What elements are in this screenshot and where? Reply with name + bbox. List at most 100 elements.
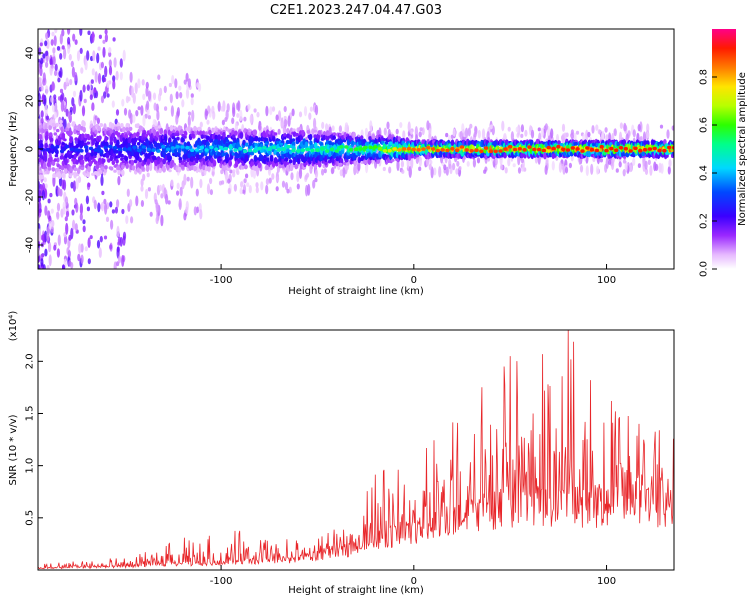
snr-plot-area [38,330,674,570]
spectrogram-cell [624,160,628,172]
spectrogram-cell [399,122,403,128]
spectrogram-cell [452,162,456,171]
spectrogram-cell [144,133,149,137]
spectrogram-y-label: Frequency (Hz) [8,111,19,187]
spectrogram-cell [628,164,633,173]
spectrogram-peak-cell [565,148,571,152]
spectrogram-peak-cell [50,145,55,149]
spectrogram-cell [84,59,88,71]
spectrogram-cell [313,129,318,133]
spectrogram-cell [109,244,113,250]
y-tick-label: 1.5 [25,406,36,422]
spectrogram-cell [504,167,508,174]
y-tick-label: -20 [25,189,36,205]
spectrogram-peak-cell [527,145,532,149]
spectrogram-cell [445,166,449,176]
spectrogram-cell [97,73,102,85]
spectrogram-cell [90,152,94,157]
spectrogram-cell [253,108,257,113]
spectrogram-cell [46,232,50,242]
spectrogram-cell [137,106,141,111]
spectrogram-cell [97,202,101,213]
spectrogram-cell [42,264,46,269]
spectrogram-cell [204,131,209,136]
spectrogram-peak-cell [532,147,537,152]
spectrogram-cell [237,100,241,112]
spectrogram-cell [197,126,202,132]
spectrogram-cell [104,65,108,78]
spectrogram-cell [38,190,42,201]
spectrogram-peak-cell [493,149,498,154]
spectrogram-cell [70,181,74,189]
spectrogram-cell [291,145,296,149]
spectrogram-cell [65,210,70,218]
spectrogram-cell [241,189,246,194]
spectrogram-cell [50,64,54,69]
spectrogram-cell [224,169,228,180]
spectrogram-peak-cell [161,144,166,149]
spectrogram-peak-cell [93,148,99,152]
spectrogram-peak-cell [151,148,156,152]
spectrogram-cell [545,157,549,164]
spectrogram-cell [38,47,42,56]
spectrogram-cell [67,29,71,35]
spectrogram-cell [69,136,73,144]
y-tick-label: 2.0 [25,353,36,369]
spectrogram-cell [163,136,168,142]
spectrogram-cell [103,235,108,240]
spectrogram-cell [94,71,98,83]
spectrogram-cell [144,153,148,157]
spectrogram-cell [62,179,67,191]
spectrogram-cell [51,81,55,91]
spectrogram-peak-cell [667,145,672,150]
spectrogram-cell [338,162,343,166]
spectrogram-cell [512,163,516,168]
spectrogram-cell [287,115,291,127]
spectrogram-cell [136,142,141,146]
spectrogram-peak-cell [310,148,315,153]
spectrogram-cell [116,199,120,208]
spectrogram-cell [90,79,94,84]
spectrogram-cell [353,165,357,176]
spectrogram-cell [59,67,63,79]
spectrogram-cell [623,124,627,132]
spectrogram-cell [108,65,113,76]
spectrogram-peak-cell [112,145,118,150]
spectrogram-cell [94,115,98,121]
spectrogram-cell [402,130,406,141]
spectrogram-cell [618,161,622,168]
spectrogram-cell [43,155,48,161]
spectrogram-cell [185,72,189,82]
spectrogram-cell [338,125,342,133]
spectrogram-cell [113,136,117,144]
spectrogram-cell [112,37,116,42]
spectrogram-cell [72,164,76,168]
spectrogram-peak-cell [223,146,229,151]
spectrogram-cell [125,127,129,132]
spectrogram-cell [48,254,52,267]
spectrogram-cell [102,158,106,163]
spectrogram-cell [644,160,648,170]
spectrogram-cell [73,128,77,135]
spectrogram-cell [135,110,139,117]
spectrogram-cell [243,116,247,122]
spectrogram-cell [64,158,68,166]
spectrogram-cell [206,142,210,146]
spectrogram-cell [387,134,392,140]
spectrogram-cell [82,171,87,175]
spectrogram-cell [71,66,75,78]
spectrogram-cell [73,171,77,179]
spectrogram-cell [71,122,75,127]
spectrogram-cell [57,234,61,246]
spectrogram-cell [49,192,53,198]
spectrogram-cell [239,132,244,139]
spectrogram-cell [133,159,138,164]
spectrogram-cell [64,167,68,175]
spectrogram-peak-cell [84,145,89,149]
spectrogram-cell [332,135,337,140]
spectrogram-cell [40,110,44,118]
spectrogram-cell [306,130,311,134]
spectrogram-cell [271,173,275,180]
spectrogram-x-label: Height of straight line (km) [288,286,424,297]
y-tick-label: 20 [25,95,36,108]
